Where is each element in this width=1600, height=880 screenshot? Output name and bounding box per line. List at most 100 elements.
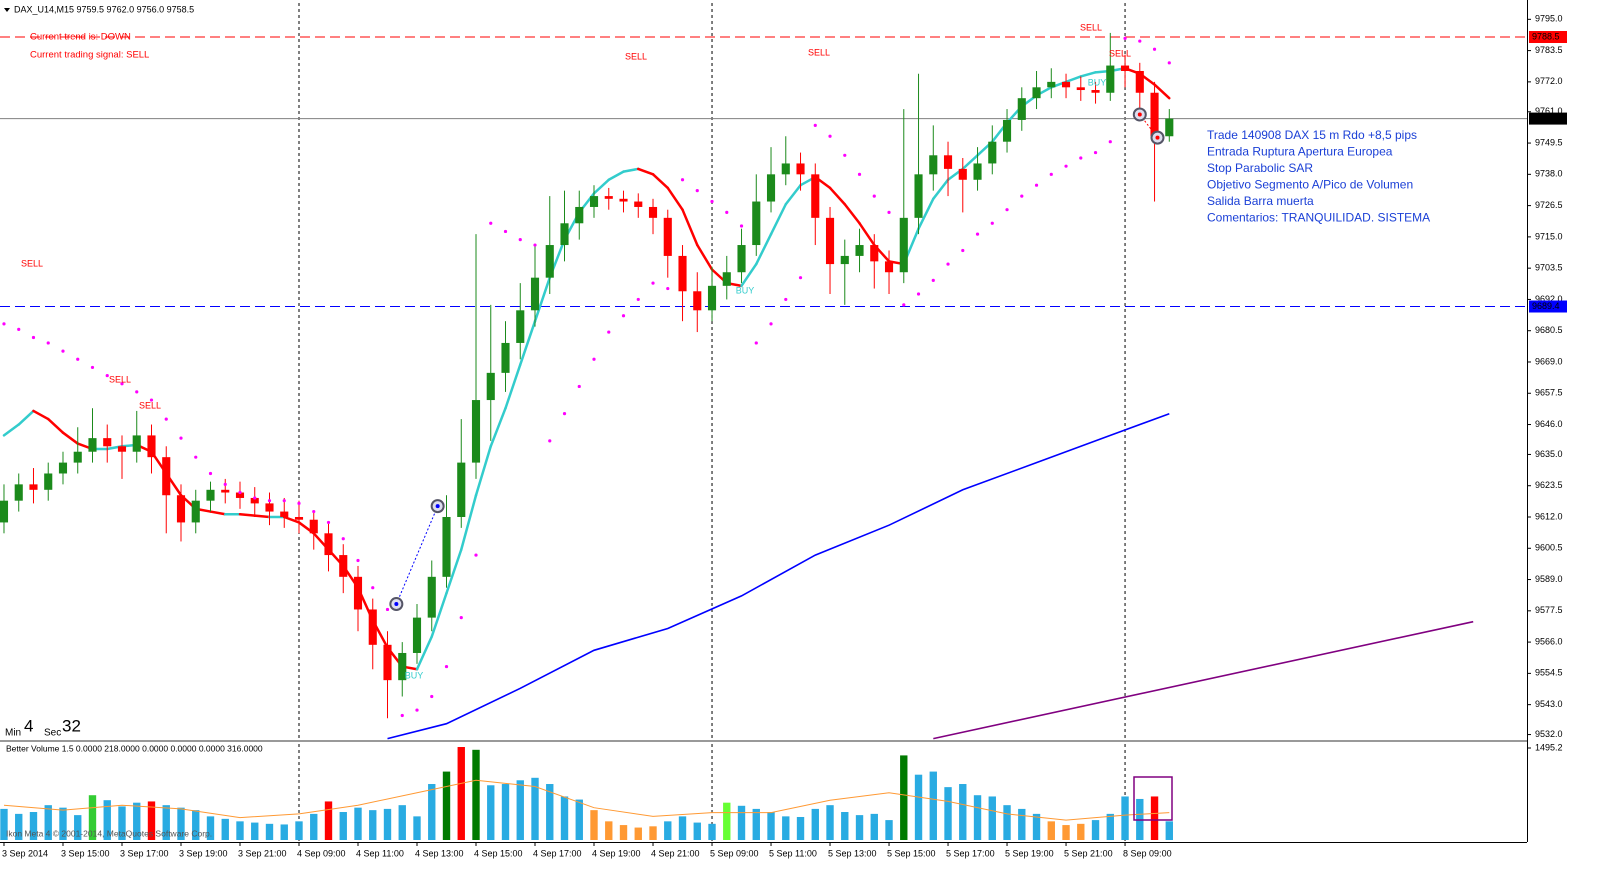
candle-body	[103, 438, 112, 447]
volume-bar	[1077, 823, 1085, 840]
candle-body	[442, 516, 451, 577]
candle-body	[663, 217, 672, 256]
signal-label: SELL	[808, 47, 830, 57]
signal-label: SELL	[139, 400, 161, 410]
trade-note: Objetivo Segmento A/Pico de Volumen	[1207, 178, 1413, 192]
price-tag	[1529, 112, 1567, 125]
candle-body	[988, 141, 997, 164]
volume-bar	[693, 822, 701, 840]
x-tick-label: 4 Sep 13:00	[415, 848, 464, 858]
candle-body	[516, 310, 525, 343]
candle-body	[737, 245, 746, 273]
volume-bar	[413, 816, 421, 840]
sar-dot	[843, 153, 847, 157]
candle-body	[280, 511, 289, 517]
volume-bar	[1032, 813, 1041, 840]
volume-title: Better Volume 1.5 0.0000 218.0000 0.0000…	[6, 743, 263, 753]
sar-dot	[1020, 194, 1024, 198]
volume-bar	[929, 771, 937, 840]
trend-line-segment	[533, 276, 552, 323]
candle-body	[648, 206, 658, 218]
sar-dot	[872, 194, 876, 198]
signal-label: BUY	[736, 285, 755, 295]
volume-bar	[59, 807, 67, 840]
sar-dot	[1079, 156, 1083, 160]
candle-body	[176, 495, 186, 523]
x-tick-label: 3 Sep 15:00	[61, 848, 110, 858]
trend-line-segment	[430, 591, 448, 638]
volume-bar	[590, 810, 598, 840]
candle-body	[221, 489, 230, 493]
volume-bar	[206, 816, 215, 840]
volume-bar	[796, 816, 805, 840]
signal-label: BUY	[405, 670, 424, 680]
candle-body	[117, 446, 127, 452]
trade-marker-core	[394, 602, 399, 607]
x-tick-label: 3 Sep 17:00	[120, 848, 169, 858]
sar-dot	[46, 341, 50, 345]
volume-bar	[221, 818, 229, 840]
volume-bar	[44, 805, 52, 840]
volume-bar	[1062, 825, 1070, 840]
sar-dot	[61, 349, 65, 353]
x-tick-label: 4 Sep 21:00	[651, 848, 700, 858]
sar-dot	[474, 553, 478, 557]
labels: 9795.0 9783.5 9772.0 9761.0 9749.5 9738.0 9726…	[2, 14, 1567, 858]
trend-line-segment	[858, 222, 876, 247]
x-tick-label: 4 Sep 19:00	[592, 848, 641, 858]
candle-body	[914, 174, 923, 218]
candle-body	[294, 516, 304, 520]
volume-bar	[118, 806, 126, 840]
trend-line-segment	[651, 173, 670, 190]
trend-line-segment	[504, 363, 522, 410]
signal-label: SELL	[109, 374, 131, 384]
y-tick-label: 9554.5	[1535, 668, 1563, 678]
volume-bar	[870, 813, 878, 840]
sar-dot	[149, 398, 154, 402]
y-tick-label: 9646.0	[1535, 419, 1563, 429]
candle-body	[235, 492, 245, 498]
sar-dot	[990, 221, 994, 225]
volume-bar	[192, 810, 200, 840]
trend-line-segment	[253, 514, 271, 519]
trend-line-segment	[1079, 71, 1097, 78]
sar-dot	[666, 286, 670, 291]
status-text: Current trend is: DOWN	[30, 32, 131, 43]
volume-bar	[634, 827, 642, 840]
trade-marker-core	[435, 504, 440, 509]
x-tick-label: 5 Sep 09:00	[710, 848, 759, 858]
sar-dot	[518, 238, 522, 242]
candle-body	[58, 462, 68, 474]
signal-label: BUY	[1088, 77, 1107, 87]
candle-body	[929, 155, 938, 175]
candle-body	[678, 255, 687, 292]
y-tick-label: 9623.5	[1535, 480, 1563, 490]
sar-dot	[725, 210, 729, 215]
volume-bar	[324, 801, 333, 840]
volume-bar	[251, 822, 259, 840]
candle-body	[943, 155, 953, 169]
y-tick-label: 9761.0	[1535, 106, 1563, 116]
sar-dot	[312, 509, 316, 514]
y-tick-label: 9749.5	[1535, 137, 1563, 147]
volume-bar	[811, 808, 819, 840]
volume-bar	[885, 820, 893, 840]
sar-dot	[857, 172, 862, 176]
trend-line-segment	[46, 417, 65, 434]
trend-line-segment	[519, 319, 537, 366]
sar-dot	[238, 490, 242, 495]
sar-dot	[739, 224, 744, 228]
candle-body	[693, 291, 702, 311]
trend-line-segment	[828, 186, 847, 206]
candle-body	[811, 174, 820, 218]
volume-bar	[29, 812, 38, 840]
candle-body	[766, 174, 776, 202]
sar-dot	[297, 501, 301, 505]
trend-line-segment	[696, 243, 714, 271]
sar-dot	[813, 123, 817, 127]
sar-dot	[680, 178, 685, 182]
trend-line-segment	[209, 510, 227, 516]
volume-bar	[74, 815, 82, 840]
trade-link	[395, 505, 439, 605]
